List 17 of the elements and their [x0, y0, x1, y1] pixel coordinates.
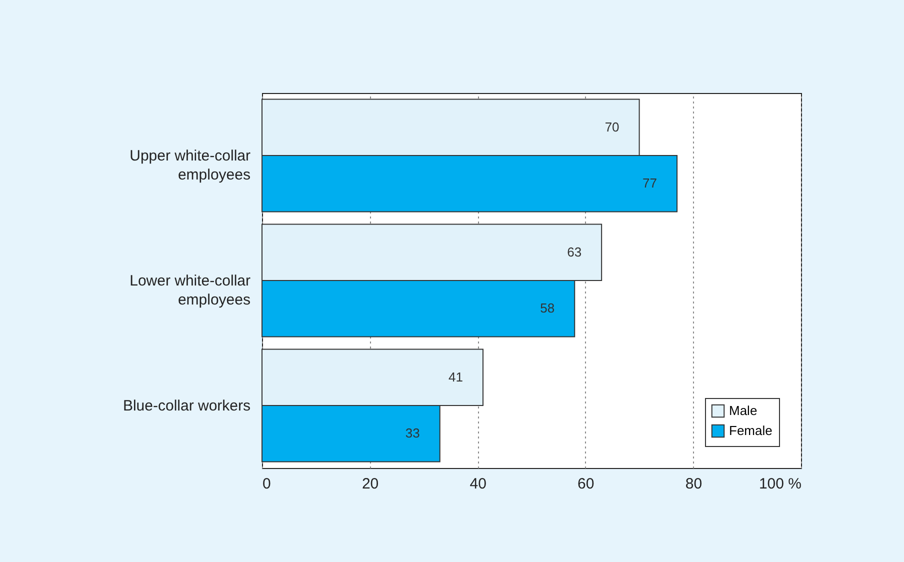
- y-tick-label: Lower white-collar employees: [130, 272, 250, 308]
- data-label: 63: [567, 244, 582, 260]
- y-tick-label: Blue-collar workers: [122, 398, 250, 414]
- x-tick-label: 100 %: [758, 476, 802, 492]
- data-label: 58: [540, 300, 555, 316]
- x-tick-label: 60: [578, 476, 594, 492]
- x-tick-label: 40: [470, 476, 486, 492]
- data-label: 70: [604, 119, 620, 134]
- x-tick-label: 20: [362, 476, 379, 492]
- data-label: 77: [642, 176, 658, 191]
- legend-label: Male: [729, 403, 758, 418]
- data-label: 33: [405, 426, 420, 441]
- x-tick-label: 80: [685, 476, 702, 492]
- x-tick-label: 0: [262, 476, 271, 492]
- legend-label: Female: [729, 423, 772, 438]
- y-tick-label: Upper white-collar employees: [130, 148, 250, 184]
- data-label: 41: [448, 369, 463, 384]
